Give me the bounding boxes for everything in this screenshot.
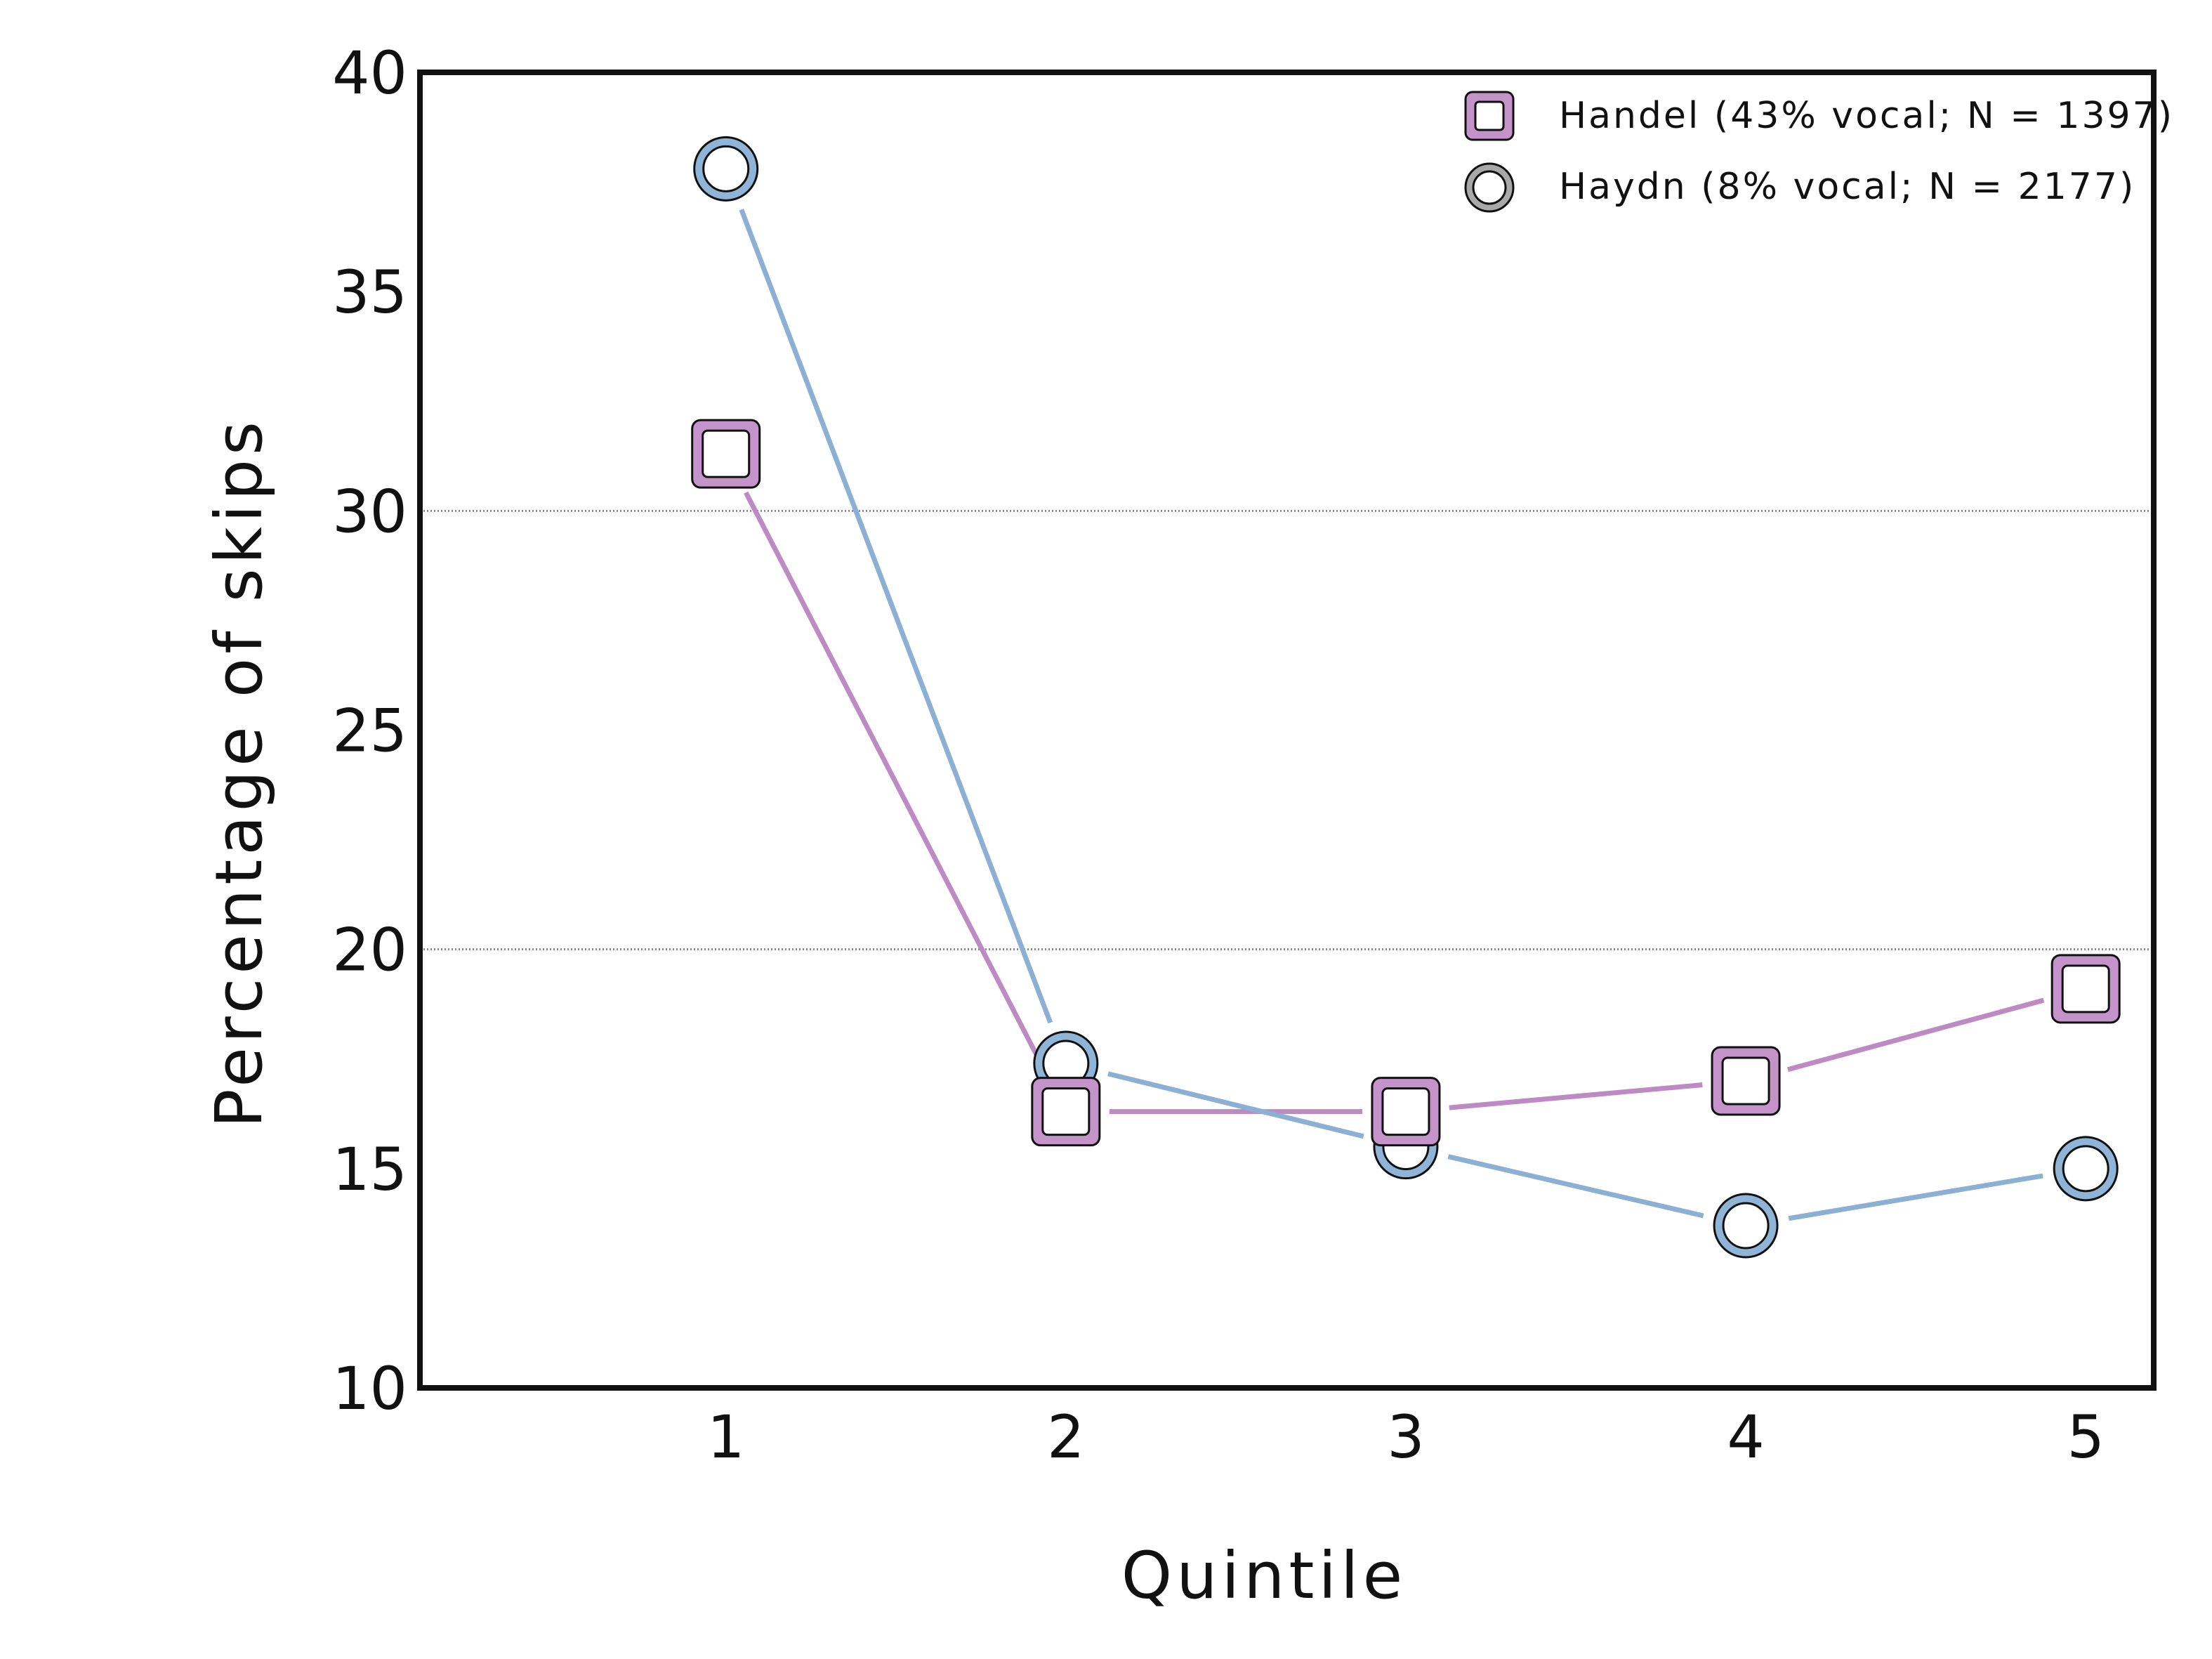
series-0-point-1 xyxy=(691,419,761,489)
y-tick-label-40: 40 xyxy=(332,39,407,107)
y-tick-label-25: 25 xyxy=(332,697,407,766)
series-0-segment-1 xyxy=(744,491,1048,1075)
series-1-segment-3 xyxy=(1447,1154,1704,1219)
series-0-segment-3 xyxy=(1449,1082,1703,1110)
series-1-point-1 xyxy=(693,136,759,202)
legend-label-haydn: Haydn (8% vocal; N = 2177) xyxy=(1559,166,2135,208)
y-axis-title: Percentage of skips xyxy=(202,417,277,1128)
series-0-point-3 xyxy=(1371,1077,1441,1147)
x-tick-label-1: 1 xyxy=(707,1403,744,1471)
series-1-segment-1 xyxy=(739,209,1053,1024)
y-tick-label-30: 30 xyxy=(332,477,407,546)
y-tick-label-35: 35 xyxy=(332,258,407,327)
x-axis-title: Quintile xyxy=(1121,1538,1407,1613)
y-tick-labels: 10 15 20 25 30 35 40 xyxy=(332,39,407,1423)
x-tick-label-5: 5 xyxy=(2067,1403,2104,1471)
plot-frame xyxy=(417,70,2157,1391)
legend-swatch-square-inner xyxy=(1474,100,1505,131)
series-1-point-4 xyxy=(1713,1193,1779,1259)
series-0-point-4 xyxy=(1711,1046,1781,1116)
series-lines xyxy=(739,209,2045,1221)
series-0-point-2 xyxy=(1031,1077,1101,1147)
x-tick-label-3: 3 xyxy=(1387,1403,1424,1471)
x-tick-label-4: 4 xyxy=(1727,1403,1764,1471)
legend-label-handel: Handel (43% vocal; N = 1397) xyxy=(1559,95,2174,137)
legend: Handel (43% vocal; N = 1397) Haydn (8% v… xyxy=(1464,91,2174,213)
series-markers xyxy=(691,136,2121,1259)
series-1-segment-4 xyxy=(1788,1173,2043,1221)
x-tick-label-2: 2 xyxy=(1047,1403,1084,1471)
y-tick-label-15: 15 xyxy=(332,1135,407,1204)
y-tick-label-10: 10 xyxy=(332,1354,407,1423)
series-1-point-5 xyxy=(2053,1136,2119,1202)
x-tick-labels: 1 2 3 4 5 xyxy=(707,1403,2105,1471)
gridlines xyxy=(420,509,2154,951)
legend-swatch-circle-inner xyxy=(1472,170,1507,205)
y-tick-label-20: 20 xyxy=(332,916,407,985)
series-0-segment-4 xyxy=(1786,997,2045,1073)
series-1-segment-2 xyxy=(1107,1071,1364,1139)
series-0-point-5 xyxy=(2050,954,2121,1024)
